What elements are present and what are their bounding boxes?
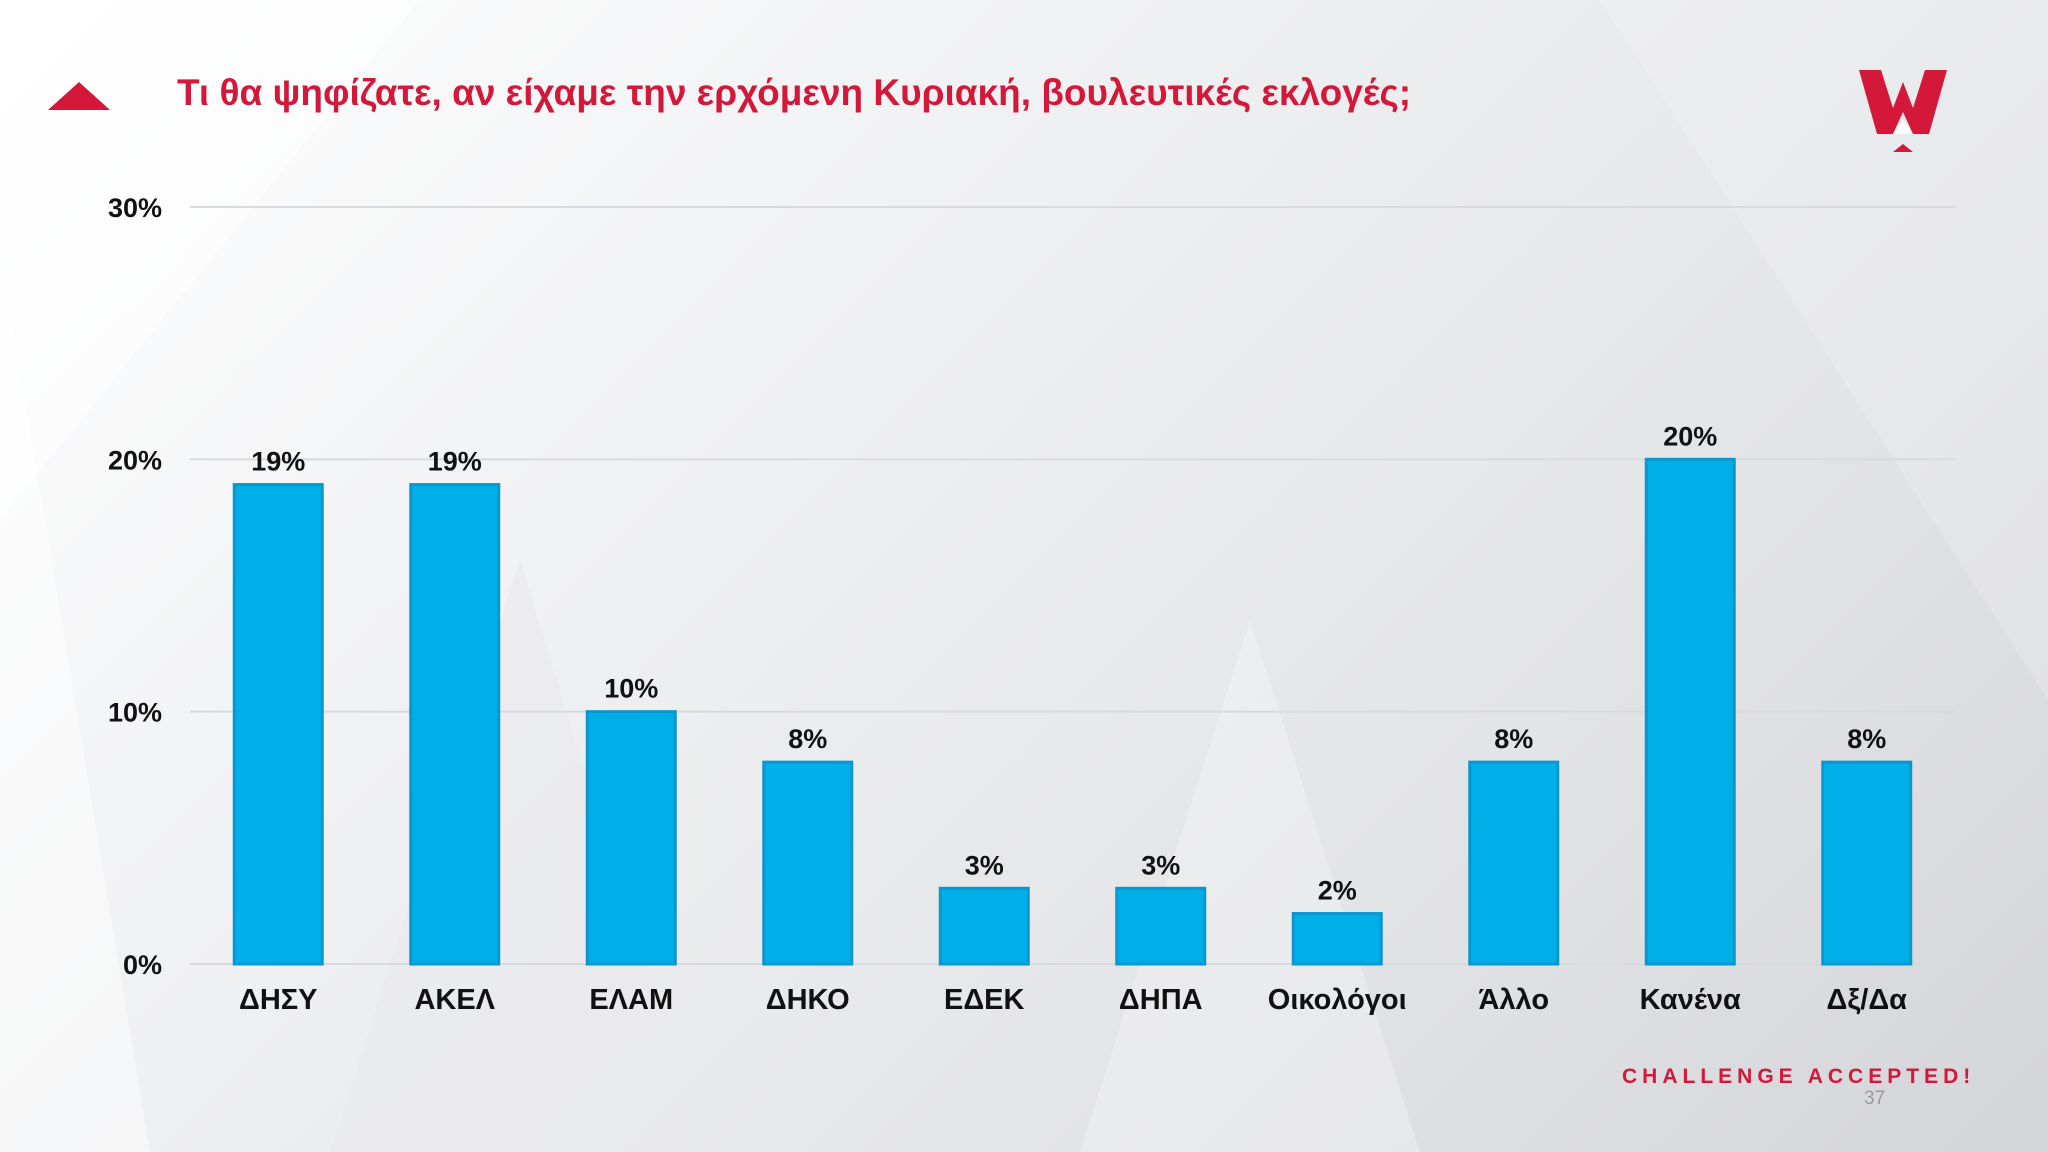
x-tick-label: Οικολόγοι (1268, 984, 1407, 1016)
y-tick-label: 20% (108, 445, 162, 475)
bar (762, 760, 854, 966)
x-tick-label: Άλλο (1478, 984, 1549, 1016)
x-tick-label: Κανένα (1640, 984, 1741, 1016)
data-label: 2% (1318, 876, 1357, 906)
bar (1821, 760, 1913, 966)
y-tick-label: 0% (123, 950, 162, 980)
data-label: 19% (428, 447, 482, 477)
x-tick-label: ΕΛΑΜ (589, 984, 673, 1016)
data-label: 3% (965, 850, 1004, 880)
data-label: 8% (788, 724, 827, 754)
x-tick-label: ΕΔΕΚ (944, 984, 1025, 1016)
bar (1115, 886, 1207, 966)
bar (1644, 457, 1736, 966)
tagline: CHALLENGE ACCEPTED! (1622, 1065, 1976, 1088)
data-label: 8% (1494, 724, 1533, 754)
x-tick-label: ΔΗΚΟ (766, 984, 850, 1016)
x-tick-label: ΔΗΣΥ (239, 984, 318, 1016)
bar (585, 710, 677, 966)
bar (232, 483, 324, 966)
data-label: 10% (604, 674, 658, 704)
bar (938, 886, 1030, 966)
x-tick-label: Δξ/Δα (1827, 984, 1908, 1016)
w-crown-logo-icon (1855, 60, 1951, 161)
bar (1468, 760, 1560, 966)
data-label: 3% (1141, 850, 1180, 880)
bar (1291, 912, 1383, 966)
x-tick-label: ΑΚΕΛ (414, 984, 495, 1016)
y-tick-label: 30% (108, 193, 162, 223)
y-tick-label: 10% (108, 698, 162, 728)
page-number: 37 (1864, 1088, 1886, 1109)
data-label: 19% (251, 447, 305, 477)
slide-title: Τι θα ψηφίζατε, αν είχαμε την ερχόμενη Κ… (177, 72, 1412, 113)
data-label: 8% (1847, 724, 1886, 754)
red-triangle-icon (48, 82, 110, 115)
bar (409, 483, 501, 966)
data-label: 20% (1663, 421, 1717, 451)
x-tick-label: ΔΗΠΑ (1119, 984, 1203, 1016)
